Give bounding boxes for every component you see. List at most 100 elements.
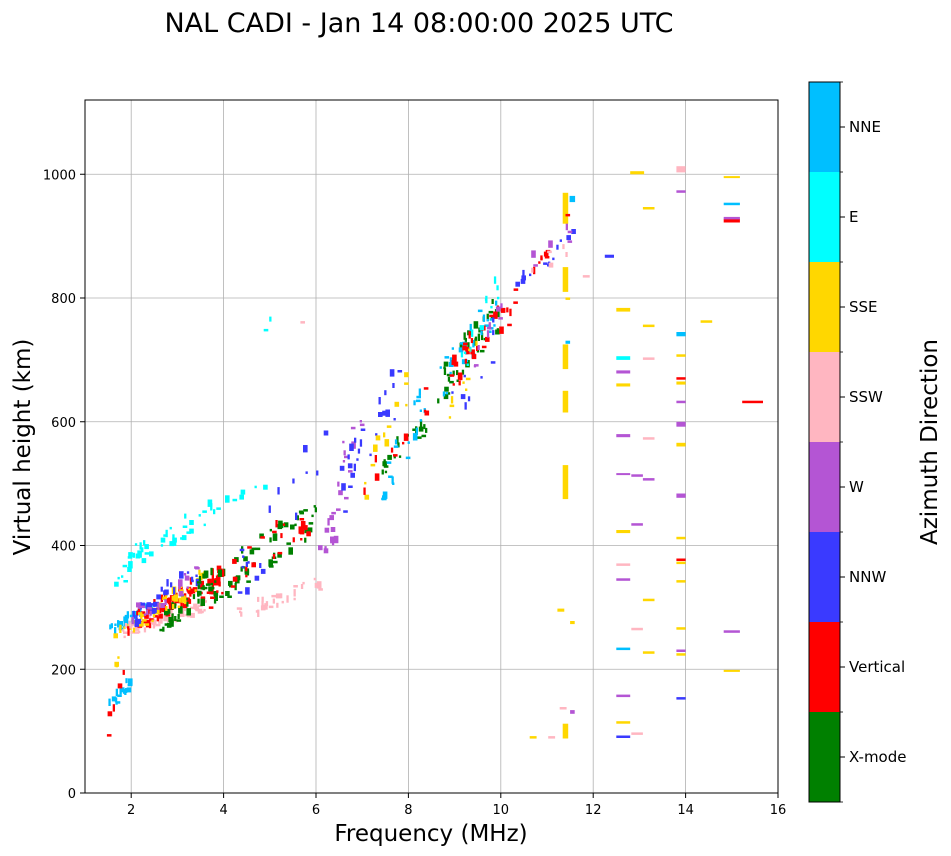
data-point: [115, 688, 118, 697]
data-point: [268, 505, 271, 513]
data-point: [283, 522, 289, 528]
data-point: [479, 349, 485, 353]
data-point: [280, 593, 283, 599]
data-point: [127, 567, 132, 572]
echo-trace: [631, 474, 643, 477]
data-point: [249, 549, 255, 555]
echo-trace: [676, 627, 686, 630]
data-point: [424, 410, 430, 416]
data-point: [331, 540, 335, 546]
data-point: [470, 349, 475, 355]
data-point: [458, 380, 461, 386]
data-point: [445, 391, 448, 395]
data-point: [456, 379, 459, 382]
data-point: [188, 587, 191, 591]
data-point: [313, 577, 316, 581]
data-point: [533, 264, 538, 267]
data-point: [200, 598, 205, 606]
data-point: [443, 367, 447, 375]
data-point: [495, 306, 501, 312]
data-point: [128, 678, 133, 686]
data-point: [122, 669, 125, 675]
echo-trace: [569, 195, 576, 203]
data-point: [500, 307, 506, 313]
data-point: [300, 526, 306, 529]
data-point: [260, 536, 265, 539]
data-point: [151, 619, 157, 625]
data-point: [382, 491, 388, 499]
data-point: [208, 586, 213, 592]
data-point: [198, 514, 201, 517]
data-point: [449, 404, 455, 408]
data-point: [240, 566, 243, 572]
data-point: [462, 381, 465, 384]
data-point: [160, 586, 163, 592]
echo-trace: [616, 383, 631, 387]
data-point: [303, 525, 308, 531]
data-point: [245, 574, 248, 578]
echo-trace: [631, 523, 643, 526]
data-point: [173, 587, 176, 595]
echo-trace: [676, 377, 686, 380]
data-point: [464, 402, 467, 410]
data-point: [415, 427, 418, 435]
data-point: [118, 621, 124, 626]
data-point: [156, 594, 161, 600]
data-point: [343, 450, 346, 456]
data-point: [350, 472, 355, 478]
echo-trace: [616, 473, 631, 476]
data-point: [254, 485, 257, 489]
data-point: [122, 629, 125, 632]
data-point: [165, 529, 168, 538]
echo-trace: [616, 578, 631, 581]
data-point: [178, 584, 181, 590]
data-point: [151, 619, 154, 623]
plot-frame: [84, 99, 779, 794]
echo-trace: [630, 171, 645, 175]
data-point: [119, 687, 125, 693]
data-point: [172, 604, 175, 609]
data-point: [481, 345, 487, 349]
data-point: [463, 374, 466, 378]
data-point: [210, 503, 213, 511]
data-point: [123, 631, 128, 634]
data-point: [195, 608, 200, 612]
y-tick-label: 1000: [43, 168, 76, 183]
data-point: [140, 612, 143, 620]
data-point: [171, 540, 177, 546]
data-point: [423, 409, 427, 413]
data-point: [277, 551, 283, 555]
data-point: [174, 598, 177, 606]
data-point: [566, 235, 571, 241]
data-point: [552, 257, 555, 261]
data-point: [464, 337, 467, 346]
data-point: [418, 388, 421, 396]
data-point: [144, 613, 149, 619]
x-tick-label: 12: [585, 803, 602, 818]
data-point: [199, 580, 204, 586]
echo-trace: [642, 598, 655, 602]
data-point: [461, 359, 467, 365]
data-point: [374, 473, 380, 481]
data-point: [567, 230, 573, 234]
data-point: [457, 372, 463, 380]
data-point: [463, 351, 467, 355]
data-point: [164, 589, 169, 595]
data-point: [290, 524, 295, 530]
data-point: [210, 567, 213, 576]
data-point: [143, 620, 148, 624]
data-point: [466, 363, 469, 366]
data-point: [211, 574, 214, 583]
data-point: [240, 489, 246, 495]
data-point: [423, 387, 429, 390]
echo-trace: [616, 434, 631, 438]
data-point: [449, 357, 453, 363]
data-point: [164, 623, 170, 626]
data-point: [364, 481, 367, 485]
data-point: [138, 612, 141, 615]
data-point: [338, 490, 343, 496]
data-point: [196, 581, 202, 584]
data-point: [213, 598, 217, 604]
data-point: [119, 628, 122, 633]
data-point: [166, 597, 169, 603]
